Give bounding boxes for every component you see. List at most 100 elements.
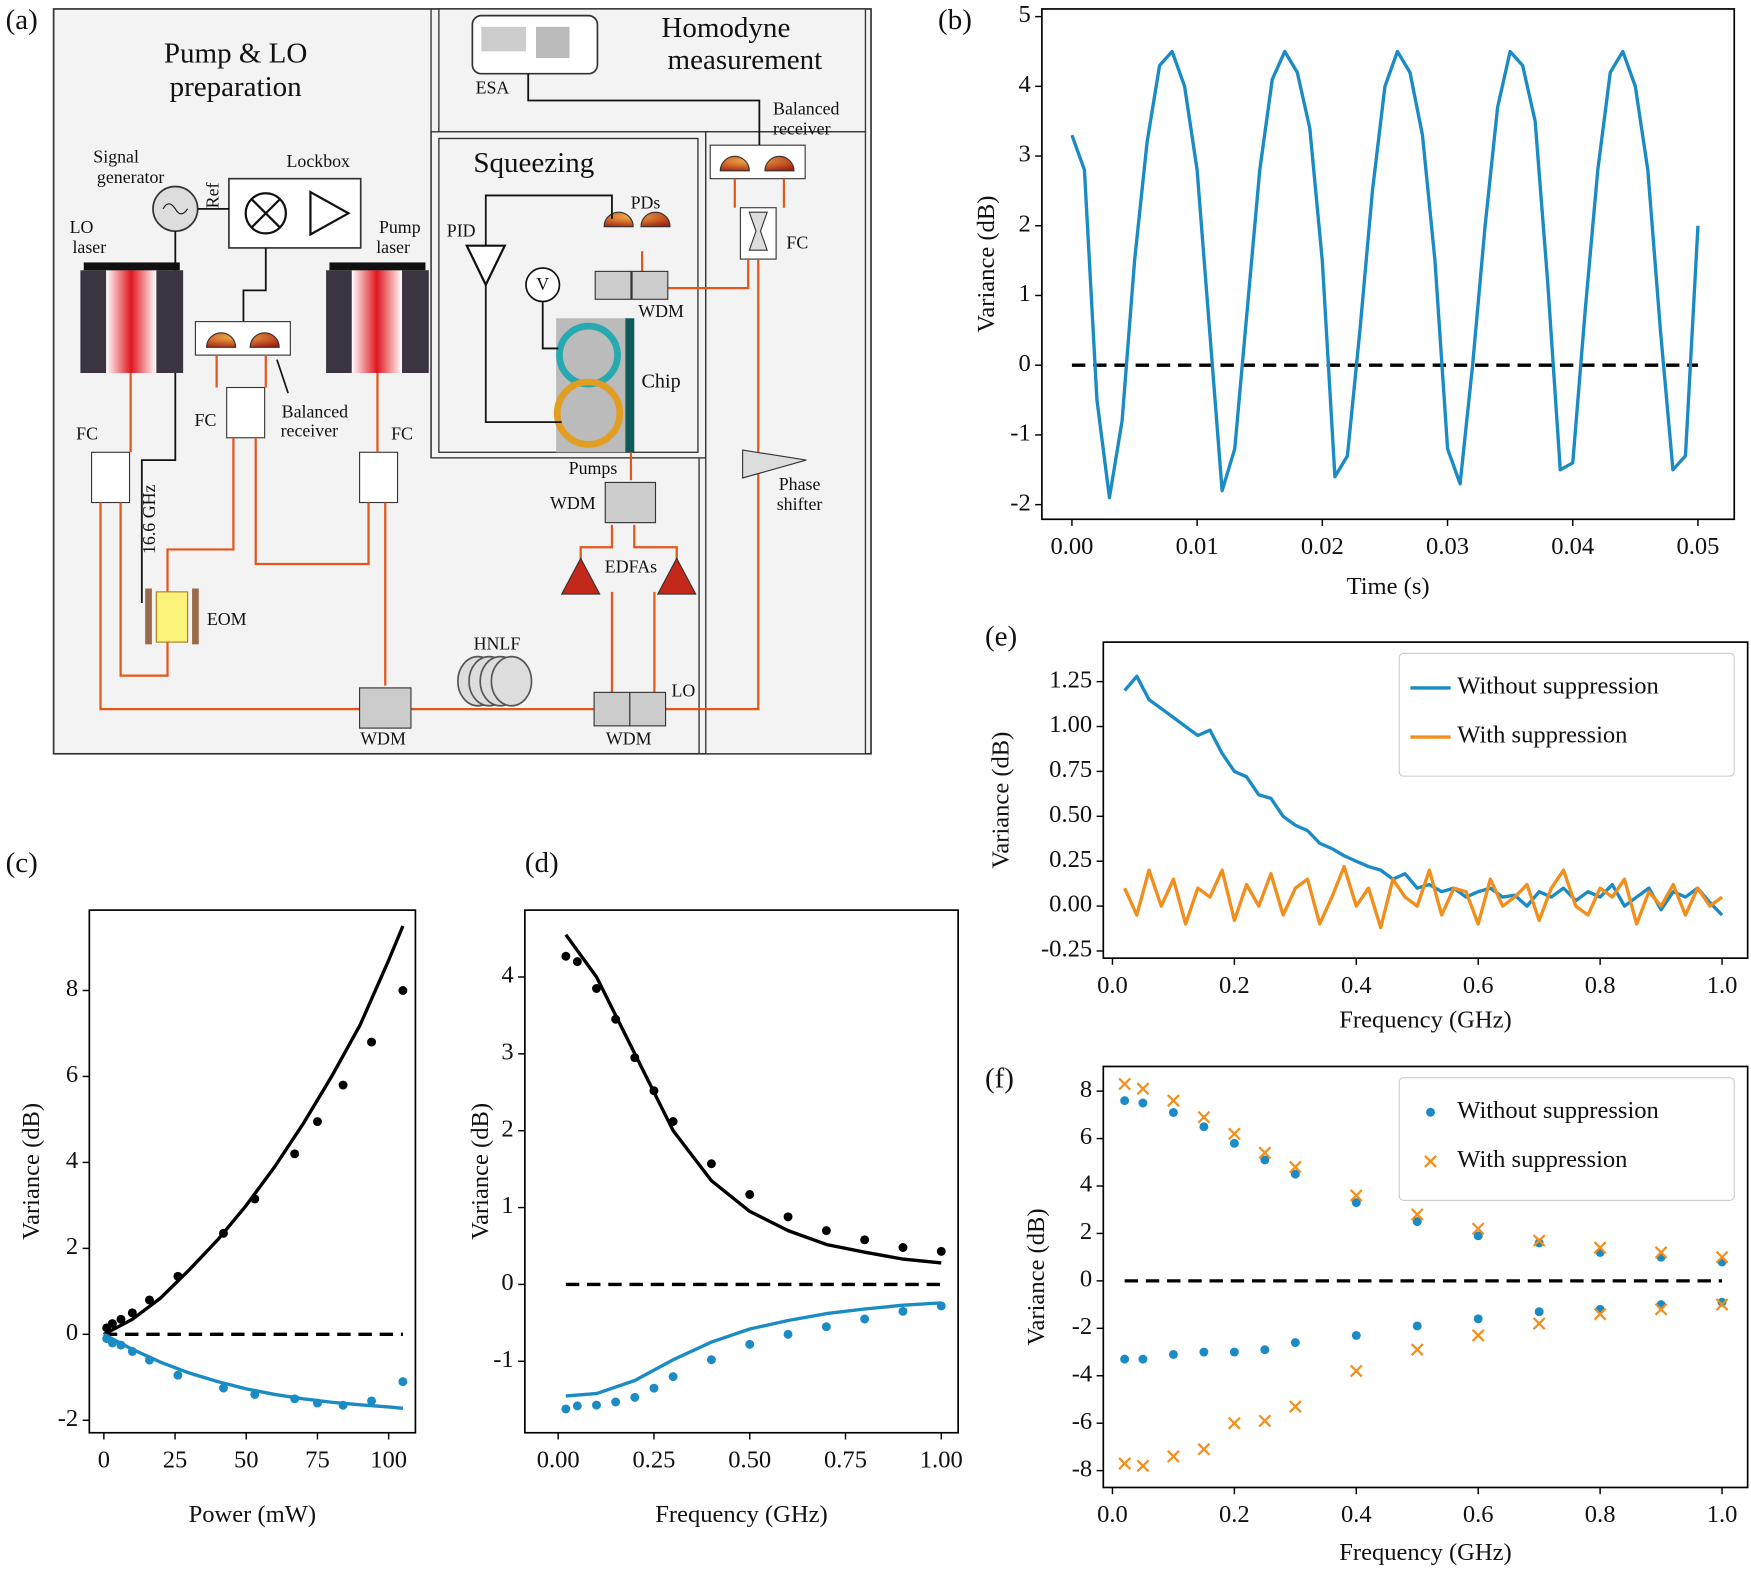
data-point — [1197, 1110, 1211, 1124]
data-line — [1123, 864, 1724, 930]
x-tick-label: 0.01 — [1176, 533, 1219, 560]
data-point — [1715, 1298, 1729, 1311]
label: receiver — [281, 420, 339, 440]
data-point — [312, 1117, 322, 1127]
label: LO — [672, 680, 696, 700]
y-axis-label: Variance (dB) — [467, 1103, 494, 1240]
data-point — [706, 1355, 716, 1365]
x-tick-label: 0.4 — [1341, 1501, 1372, 1528]
y-tick-label: 4 — [501, 962, 513, 989]
data-point — [1168, 1349, 1178, 1359]
y-tick-label: 0 — [66, 1319, 78, 1346]
x-tick-label: 0.05 — [1676, 533, 1719, 560]
data-point — [1228, 1416, 1241, 1430]
y-tick-label: 0 — [1018, 350, 1030, 377]
y-tick-label: 6 — [66, 1061, 78, 1088]
data-point — [1120, 1354, 1130, 1364]
x-tick-label: 0.2 — [1219, 1501, 1250, 1528]
x-tick-label: 0.04 — [1551, 533, 1594, 560]
x-axis-label: Frequency (GHz) — [1339, 1006, 1511, 1033]
data-point — [1534, 1238, 1544, 1248]
label: PID — [447, 220, 476, 240]
x-tick-label: 0.50 — [728, 1446, 771, 1473]
label: LO — [70, 217, 94, 237]
data-point — [1654, 1302, 1668, 1316]
data-point — [1290, 1338, 1300, 1348]
x-axis-label: Power (mW) — [189, 1501, 316, 1528]
x-tick-label: 0.6 — [1463, 1501, 1494, 1528]
x-tick-label: 0.0 — [1097, 972, 1128, 999]
data-point — [611, 1397, 621, 1407]
data-point — [1593, 1307, 1607, 1321]
data-point — [338, 1080, 348, 1090]
y-tick-label: 4 — [1018, 71, 1030, 98]
x-axis-label: Time (s) — [1347, 573, 1430, 600]
y-tick-label: 1 — [1018, 280, 1030, 307]
data-point — [116, 1314, 126, 1324]
y-axis-label: Variance (dB) — [1023, 1208, 1050, 1345]
data-point — [1288, 1160, 1302, 1174]
label: Chip — [642, 371, 681, 393]
data-point — [1260, 1155, 1270, 1165]
x-tick-label: 0 — [98, 1446, 110, 1473]
panel-label: (a) — [6, 4, 38, 36]
y-tick-label: 0.50 — [1049, 801, 1092, 828]
data-point — [783, 1212, 793, 1222]
data-point — [630, 1053, 640, 1063]
legend-label: Without suppression — [1457, 1097, 1659, 1124]
label: FC — [195, 410, 217, 430]
data-point — [860, 1235, 870, 1245]
label: Signal — [93, 147, 139, 167]
x-tick-label: 0.00 — [1050, 533, 1093, 560]
data-point — [821, 1322, 831, 1332]
label: Pumps — [569, 458, 618, 478]
data-point — [250, 1194, 260, 1204]
axes-frame — [1102, 1065, 1749, 1489]
label: Homodyne — [661, 12, 790, 44]
axes-frame — [524, 909, 959, 1434]
axes-frame — [1102, 641, 1749, 959]
panel-label: (e) — [985, 620, 1017, 652]
label: measurement — [668, 44, 823, 76]
data-point — [898, 1306, 908, 1316]
label: FC — [76, 424, 98, 444]
data-point — [936, 1301, 946, 1311]
data-line — [564, 933, 942, 1265]
data-point — [1473, 1231, 1483, 1241]
data-point — [107, 1319, 117, 1329]
y-tick-label: 3 — [1018, 141, 1030, 168]
legend-label: With suppression — [1457, 1146, 1627, 1173]
data-point — [173, 1370, 183, 1380]
data-point — [173, 1271, 183, 1281]
y-tick-label: -0.25 — [1041, 936, 1092, 963]
data-point — [1534, 1307, 1544, 1317]
label: preparation — [170, 71, 303, 103]
y-tick-label: -1 — [1010, 420, 1030, 447]
legend-swatch — [1426, 1107, 1435, 1117]
data-point — [1412, 1321, 1422, 1331]
data-point — [398, 1377, 408, 1387]
y-tick-label: 8 — [66, 975, 78, 1002]
x-tick-label: 75 — [305, 1446, 330, 1473]
data-point — [706, 1159, 716, 1169]
data-point — [1199, 1347, 1209, 1357]
x-tick-label: 1.0 — [1707, 1501, 1738, 1528]
data-point — [144, 1355, 154, 1365]
y-tick-label: 0 — [501, 1269, 513, 1296]
data-point — [1258, 1414, 1272, 1428]
label: FC — [391, 424, 413, 444]
x-tick-label: 0.6 — [1463, 972, 1494, 999]
data-point — [1229, 1138, 1239, 1148]
y-tick-label: 0.00 — [1049, 891, 1092, 918]
label: shifter — [777, 494, 823, 514]
data-point — [572, 1401, 582, 1411]
label: HNLF — [474, 634, 521, 654]
data-point — [127, 1308, 137, 1318]
y-tick-label: -6 — [1072, 1408, 1092, 1435]
data-point — [1654, 1246, 1668, 1259]
label: WDM — [638, 301, 684, 321]
x-tick-label: 0.8 — [1585, 972, 1616, 999]
data-point — [367, 1037, 377, 1047]
x-tick-label: 0.03 — [1426, 533, 1469, 560]
y-tick-label: 1.25 — [1049, 666, 1092, 693]
